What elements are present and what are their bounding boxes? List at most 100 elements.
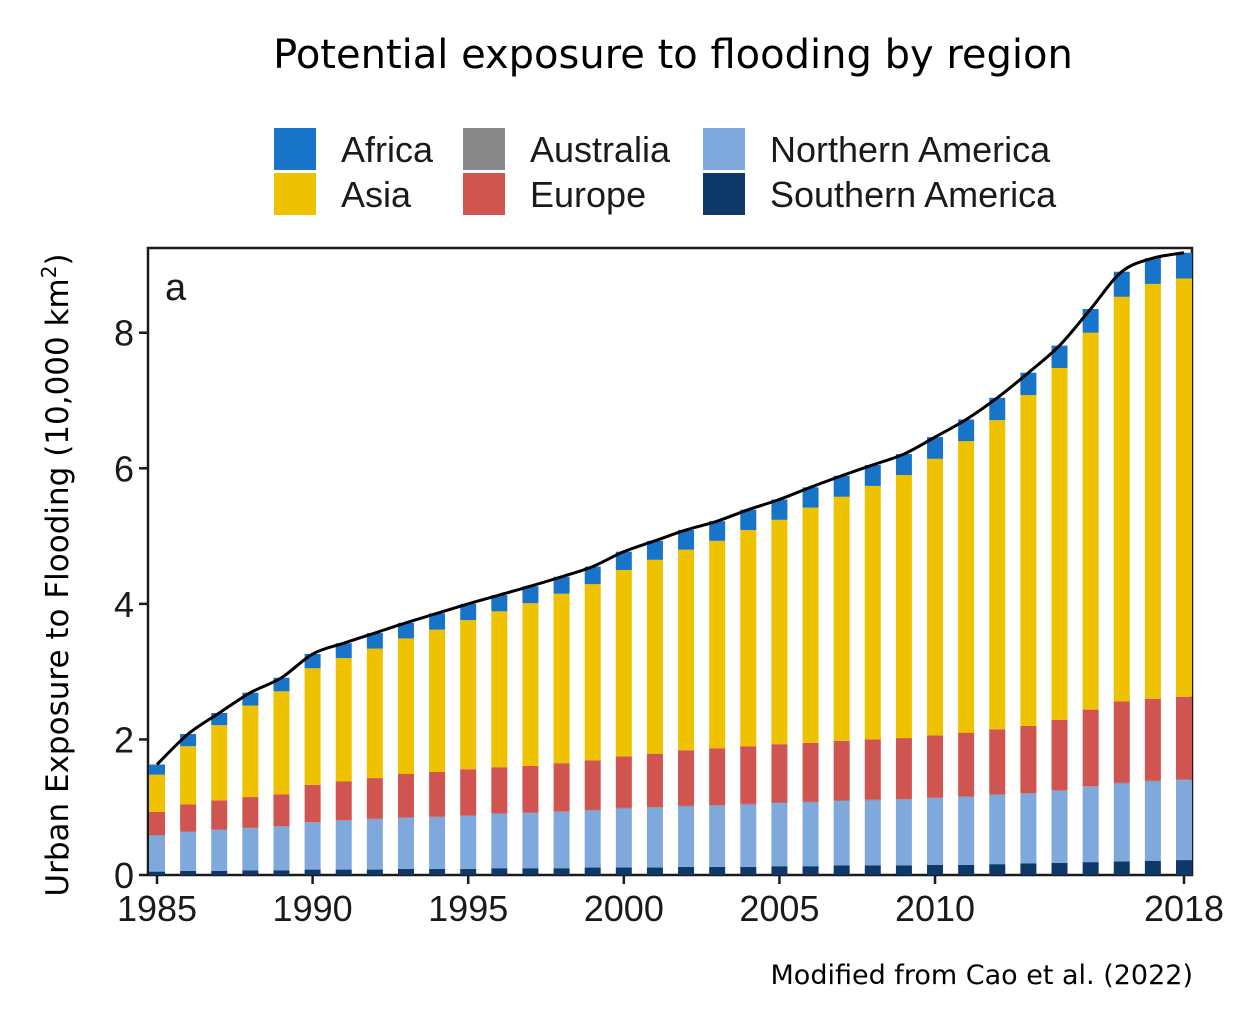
legend-item-africa: Africa [274,128,434,170]
bar-segment-europe-1986 [180,804,197,832]
bar-segment-southern-america-1998 [553,868,570,875]
y-axis: 0 2 4 6 8 [114,313,148,896]
bar-segment-australia-2004 [740,803,757,805]
bar-stack-1989 [273,677,290,875]
legend-label-australia: Australia [530,129,671,170]
bar-segment-northern-america-2005 [771,803,788,867]
bar-segment-africa-2008 [864,464,881,486]
bar-segment-africa-2002 [678,529,695,550]
bar-segment-asia-1993 [397,638,414,774]
bar-stack-2006 [802,487,819,875]
bar-segment-southern-america-2014 [1051,862,1068,875]
bar-segment-australia-2012 [989,794,1006,796]
bar-stack-1993 [397,622,414,875]
bar-stack-2009 [895,454,912,875]
panel-label: a [165,267,187,309]
bar-segment-europe-1993 [397,774,414,818]
bar-segment-southern-america-2008 [864,865,881,875]
bar-segment-northern-america-2012 [989,795,1006,865]
bar-segment-southern-america-1993 [397,868,414,875]
bar-segment-asia-2011 [958,441,975,733]
bar-segment-australia-2003 [709,805,726,806]
bar-segment-northern-america-2009 [895,799,912,866]
bar-segment-southern-america-2000 [615,867,632,875]
bar-segment-southern-america-2006 [802,866,819,875]
legend-label-europe: Europe [530,174,646,215]
bar-segment-southern-america-2013 [1020,863,1037,875]
bar-segment-asia-1998 [553,593,570,764]
bar-segment-europe-2012 [989,729,1006,795]
bar-segment-europe-1990 [304,784,321,823]
bar-segment-southern-america-1995 [460,868,477,875]
bar-segment-southern-america-2002 [678,866,695,875]
bar-segment-northern-america-2015 [1082,786,1099,863]
bar-segment-asia-2005 [771,519,788,745]
bar-segment-southern-america-1990 [304,869,321,875]
bar-segment-northern-america-2001 [646,807,663,868]
bar-stack-2002 [678,529,695,875]
bar-stack-2016 [1113,271,1130,875]
y-tick-label-2: 2 [114,719,134,760]
bar-segment-europe-2010 [927,735,944,798]
legend-label-southern-america: Southern America [770,174,1057,215]
legend-swatch-africa [274,128,316,170]
bar-stack-2004 [740,509,757,875]
bar-segment-northern-america-1993 [397,818,414,869]
bar-stack-2007 [833,475,850,875]
bar-segment-europe-1992 [366,778,383,819]
bar-segment-europe-2006 [802,742,819,802]
bar-segment-africa-1992 [366,633,383,649]
bar-segment-southern-america-2011 [958,864,975,875]
bar-segment-southern-america-2005 [771,866,788,875]
bar-segment-northern-america-2010 [927,798,944,865]
bar-segment-asia-1999 [584,584,601,761]
x-tick-label-1990: 1990 [273,888,353,929]
bar-segment-africa-2014 [1051,345,1068,368]
bar-stack-2018 [1176,252,1192,875]
bar-segment-australia-2015 [1082,786,1099,787]
bar-segment-africa-1995 [460,603,477,621]
bar-segment-australia-1997 [522,812,539,814]
bar-segment-northern-america-2008 [864,800,881,866]
bar-segment-southern-america-1991 [335,869,352,875]
bar-segment-africa-2013 [1020,372,1037,396]
bar-segment-africa-2016 [1113,271,1130,297]
bar-segment-northern-america-2003 [709,805,726,867]
x-tick-label-2010: 2010 [895,888,975,929]
bar-segment-australia-2009 [895,799,912,800]
bar-segment-africa-2006 [802,487,819,508]
bar-segment-europe-1995 [460,769,477,816]
bar-segment-northern-america-2018 [1176,780,1192,861]
bar-segment-europe-1989 [273,794,290,827]
legend-item-europe: Europe [463,173,646,215]
x-tick-label-2000: 2000 [584,888,664,929]
bar-stack-1999 [584,566,601,875]
source-note: Modified from Cao et al. (2022) [771,960,1193,991]
bar-stack-1988 [242,692,259,875]
bar-segment-northern-america-2006 [802,802,819,867]
bar-segment-africa-2012 [989,397,1006,421]
bar-segment-africa-2009 [895,454,912,476]
bar-segment-australia-2001 [646,807,663,808]
bar-segment-europe-2014 [1051,719,1068,791]
bar-segment-northern-america-1995 [460,816,477,869]
bar-stack-1987 [211,713,228,875]
bar-stack-1985 [149,764,165,875]
legend-item-australia: Australia [463,128,671,170]
bar-stack-2000 [615,551,632,875]
bar-segment-australia-1993 [397,817,414,819]
bar-segment-europe-2003 [709,748,726,806]
bar-segment-asia-1989 [273,691,290,795]
bar-segment-southern-america-1985 [149,871,165,875]
bar-segment-australia-1998 [553,811,570,812]
bar-segment-southern-america-1987 [211,870,228,875]
bar-segment-southern-america-1996 [491,868,508,875]
bar-segment-australia-1991 [335,820,352,821]
bar-stack-2005 [771,499,788,875]
x-tick-label-1995: 1995 [428,888,508,929]
bar-segment-europe-2016 [1113,701,1130,783]
bar-segment-africa-1998 [553,576,570,594]
bar-segment-asia-2004 [740,529,757,747]
bar-segment-europe-2001 [646,753,663,808]
